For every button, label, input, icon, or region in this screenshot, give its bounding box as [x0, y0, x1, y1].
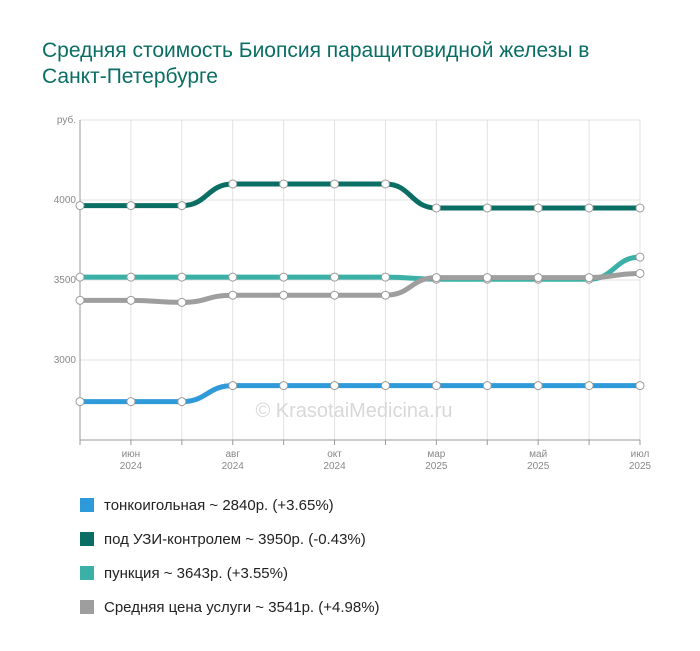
data-point: [584, 273, 594, 283]
x-tick-label: июн: [122, 449, 141, 460]
data-point: [228, 290, 238, 300]
legend-item[interactable]: Средняя цена услуги ~ 3541р. (+4.98%): [80, 590, 380, 624]
y-tick-label: 4000: [54, 195, 77, 206]
data-point: [635, 268, 645, 278]
data-point: [228, 272, 238, 282]
series-lines: [77, 181, 643, 405]
data-point: [330, 290, 340, 300]
legend-swatch: [80, 600, 94, 614]
legend-swatch: [80, 532, 94, 546]
legend-swatch: [80, 498, 94, 512]
data-point: [380, 290, 390, 300]
x-tick-year-label: 2025: [629, 461, 652, 472]
data-point: [126, 397, 136, 407]
series-line: [77, 181, 643, 211]
legend-item[interactable]: под УЗИ-контролем ~ 3950р. (-0.43%): [80, 522, 380, 556]
data-point: [380, 381, 390, 391]
chart-title: Средняя стоимость Биопсия паращитовидной…: [42, 39, 590, 88]
data-point: [431, 273, 441, 283]
data-point: [330, 272, 340, 282]
data-point: [279, 272, 289, 282]
data-point: [380, 179, 390, 189]
x-tick-label: июл: [631, 449, 650, 460]
data-point: [533, 203, 543, 213]
x-tick-label: окт: [327, 449, 342, 460]
y-tick-label: 3500: [54, 275, 77, 286]
data-point: [75, 295, 85, 305]
legend-label: тонкоигольная ~ 2840р. (+3.65%): [104, 496, 334, 514]
data-point: [228, 179, 238, 189]
x-tick-label: май: [529, 449, 547, 460]
data-point: [75, 201, 85, 211]
data-point: [533, 273, 543, 283]
data-point: [482, 273, 492, 283]
data-point: [126, 295, 136, 305]
x-tick-year-label: 2024: [222, 461, 245, 472]
data-point: [482, 203, 492, 213]
legend-label: пункция ~ 3643р. (+3.55%): [104, 564, 288, 582]
data-point: [177, 397, 187, 407]
x-tick-year-label: 2025: [425, 461, 448, 472]
data-point: [279, 290, 289, 300]
watermark-text: © KrasotaiMedicina.ru: [255, 400, 452, 422]
data-point: [126, 201, 136, 211]
legend-swatch: [80, 566, 94, 580]
data-point: [431, 203, 441, 213]
data-point: [584, 203, 594, 213]
data-point: [75, 272, 85, 282]
x-tick-label: мар: [427, 449, 445, 460]
x-tick-label: авг: [225, 449, 240, 460]
data-point: [126, 272, 136, 282]
line-chart: 300035004000руб.июн2024авг2024окт2024мар…: [54, 114, 652, 472]
data-point: [584, 381, 594, 391]
data-point: [330, 179, 340, 189]
data-point: [380, 272, 390, 282]
data-point: [482, 381, 492, 391]
series-points: [75, 179, 645, 407]
data-point: [75, 397, 85, 407]
data-point: [635, 203, 645, 213]
x-tick-year-label: 2024: [120, 461, 143, 472]
y-axis-label: руб.: [57, 114, 76, 126]
x-tick-year-label: 2024: [323, 461, 346, 472]
legend-label: под УЗИ-контролем ~ 3950р. (-0.43%): [104, 530, 366, 548]
x-tick-year-label: 2025: [527, 461, 550, 472]
axes: 300035004000руб.июн2024авг2024окт2024мар…: [54, 114, 652, 472]
y-tick-label: 3000: [54, 355, 77, 366]
legend-item[interactable]: пункция ~ 3643р. (+3.55%): [80, 556, 380, 590]
data-point: [177, 272, 187, 282]
data-point: [279, 179, 289, 189]
data-point: [533, 381, 543, 391]
legend-item[interactable]: тонкоигольная ~ 2840р. (+3.65%): [80, 488, 380, 522]
data-point: [279, 381, 289, 391]
legend-label: Средняя цена услуги ~ 3541р. (+4.98%): [104, 598, 380, 616]
data-point: [330, 381, 340, 391]
data-point: [228, 381, 238, 391]
chart-legend: тонкоигольная ~ 2840р. (+3.65%) под УЗИ-к…: [80, 488, 380, 624]
data-point: [635, 381, 645, 391]
data-point: [635, 252, 645, 262]
data-point: [177, 297, 187, 307]
data-point: [177, 201, 187, 211]
data-point: [431, 381, 441, 391]
